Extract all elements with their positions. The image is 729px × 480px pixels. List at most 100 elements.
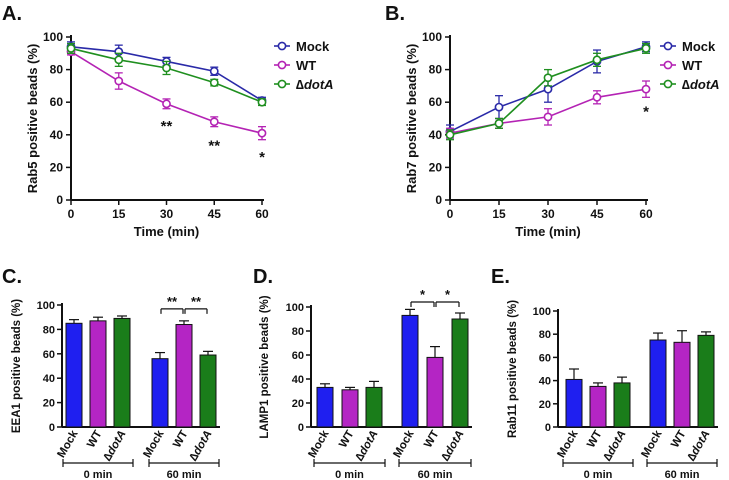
x-tick-label: 60	[639, 207, 653, 221]
series-line	[70, 47, 263, 103]
legend-label-wt: WT	[682, 58, 702, 73]
panel-label: D.	[253, 266, 273, 288]
x-tick-label: 45	[590, 207, 604, 221]
bar-label-mock: Mock	[142, 428, 167, 460]
data-point	[162, 63, 171, 73]
panel-label: C.	[2, 266, 22, 288]
legend-swatch-marker	[277, 79, 287, 89]
legend-swatch-marker	[663, 60, 673, 70]
bar-label-dotA: ∆dotA	[102, 429, 129, 464]
bar-dotA	[697, 334, 715, 428]
bar-mock	[65, 322, 83, 428]
bar-wt	[426, 356, 444, 428]
bar-label-wt: WT	[669, 429, 688, 450]
significance-marker: *	[643, 103, 649, 120]
bar-dotA	[613, 382, 631, 428]
data-point	[114, 55, 124, 65]
x-tick-label: 30	[160, 207, 174, 221]
data-point	[257, 128, 267, 138]
y-tick-label: 60	[292, 350, 304, 362]
y-tick-label: 0	[435, 193, 442, 207]
bar-label-dotA: ∆dotA	[686, 429, 713, 464]
data-point	[494, 118, 504, 128]
legend-label-mock: Mock	[682, 39, 716, 54]
bar-wt	[175, 324, 193, 428]
y-tick-label: 40	[43, 373, 55, 385]
y-axis-label: LAMP1 positive beads (%)	[259, 295, 271, 438]
legend-swatch-marker	[277, 41, 287, 51]
data-point	[114, 76, 124, 86]
bar-wt	[589, 385, 607, 428]
significance-marker: **	[208, 138, 220, 155]
data-point	[257, 97, 267, 107]
data-point	[592, 55, 602, 65]
x-tick-label: 0	[447, 207, 454, 221]
y-tick-label: 100	[37, 300, 55, 312]
legend-label-dotA: ∆dotA	[296, 77, 334, 92]
significance-marker: *	[259, 149, 265, 166]
y-tick-label: 60	[539, 352, 551, 364]
bar-label-mock: Mock	[556, 428, 581, 460]
y-tick-label: 0	[545, 422, 551, 434]
bar-mock	[565, 378, 583, 428]
data-point	[641, 44, 651, 53]
bar-group-1: Mock WT∆dotA 60 min	[142, 320, 220, 480]
y-tick-label: 20	[43, 398, 55, 410]
y-tick-label: 0	[49, 422, 55, 434]
y-axis-label: EEA1 positive beads (%)	[11, 299, 23, 433]
y-tick-label: 80	[43, 324, 55, 336]
y-axis-label: Rab11 positive beads (%)	[507, 300, 519, 438]
group-label: 0 min	[335, 469, 364, 480]
significance-marker: **	[191, 294, 202, 309]
legend-label-dotA: ∆dotA	[682, 77, 720, 92]
chart-c: C. 0 20 40 60 80 100 EEA1 positive beads (%) Moc…	[2, 266, 220, 480]
y-tick-label: 100	[43, 30, 63, 44]
bar-label-dotA: ∆dotA	[188, 429, 215, 464]
bar-label-dotA: ∆dotA	[354, 429, 381, 464]
data-point	[209, 117, 219, 127]
panel-label: E.	[491, 266, 510, 288]
data-point	[209, 66, 219, 76]
bar-label-dotA: ∆dotA	[602, 429, 629, 464]
bar-wt	[341, 389, 359, 428]
y-tick-label: 0	[56, 193, 63, 207]
group-label: 60 min	[418, 469, 453, 480]
x-tick-label: 0	[68, 207, 75, 221]
group-label: 60 min	[665, 469, 700, 480]
chart-b: B. 0 20 40 60 80 100 0 15 30 45 60 Time (min) Rab7 po…	[385, 3, 720, 239]
data-point	[543, 112, 553, 122]
bar-mock	[649, 339, 667, 428]
y-tick-label: 60	[43, 349, 55, 361]
x-tick-label: 15	[492, 207, 506, 221]
data-point	[162, 99, 171, 109]
group-label: 0 min	[84, 469, 113, 480]
legend-swatch-marker	[663, 41, 673, 51]
bar-mock	[401, 314, 419, 428]
y-tick-label: 80	[429, 63, 443, 77]
x-tick-label: 60	[255, 207, 269, 221]
x-axis-label: Time (min)	[134, 224, 200, 239]
y-tick-label: 100	[533, 306, 551, 318]
bar-label-mock: Mock	[640, 428, 665, 460]
panel-label: A.	[2, 3, 22, 25]
bar-label-wt: WT	[585, 429, 604, 450]
y-tick-label: 0	[298, 422, 304, 434]
y-tick-label: 40	[50, 128, 64, 142]
bar-label-wt: WT	[171, 429, 190, 450]
bar-group-1: Mock WT∆dotA 60 min	[640, 330, 718, 480]
bar-label-mock: Mock	[56, 428, 81, 460]
group-label: 0 min	[584, 469, 613, 480]
y-tick-label: 40	[429, 128, 443, 142]
x-tick-label: 15	[112, 207, 126, 221]
x-tick-label: 45	[208, 207, 222, 221]
y-tick-label: 100	[286, 302, 304, 314]
bar-group-0: Mock WT∆dotA 0 min	[56, 315, 134, 480]
bar-dotA	[199, 354, 217, 428]
data-point	[543, 84, 553, 94]
y-tick-label: 20	[429, 160, 443, 174]
legend-label-wt: WT	[296, 58, 316, 73]
significance-marker: *	[420, 287, 426, 302]
series-dotA	[66, 42, 267, 107]
data-point	[494, 102, 504, 112]
chart-d: D. 0 20 40 60 80 100 LAMP1 positive beads (%) Mo…	[253, 266, 472, 480]
